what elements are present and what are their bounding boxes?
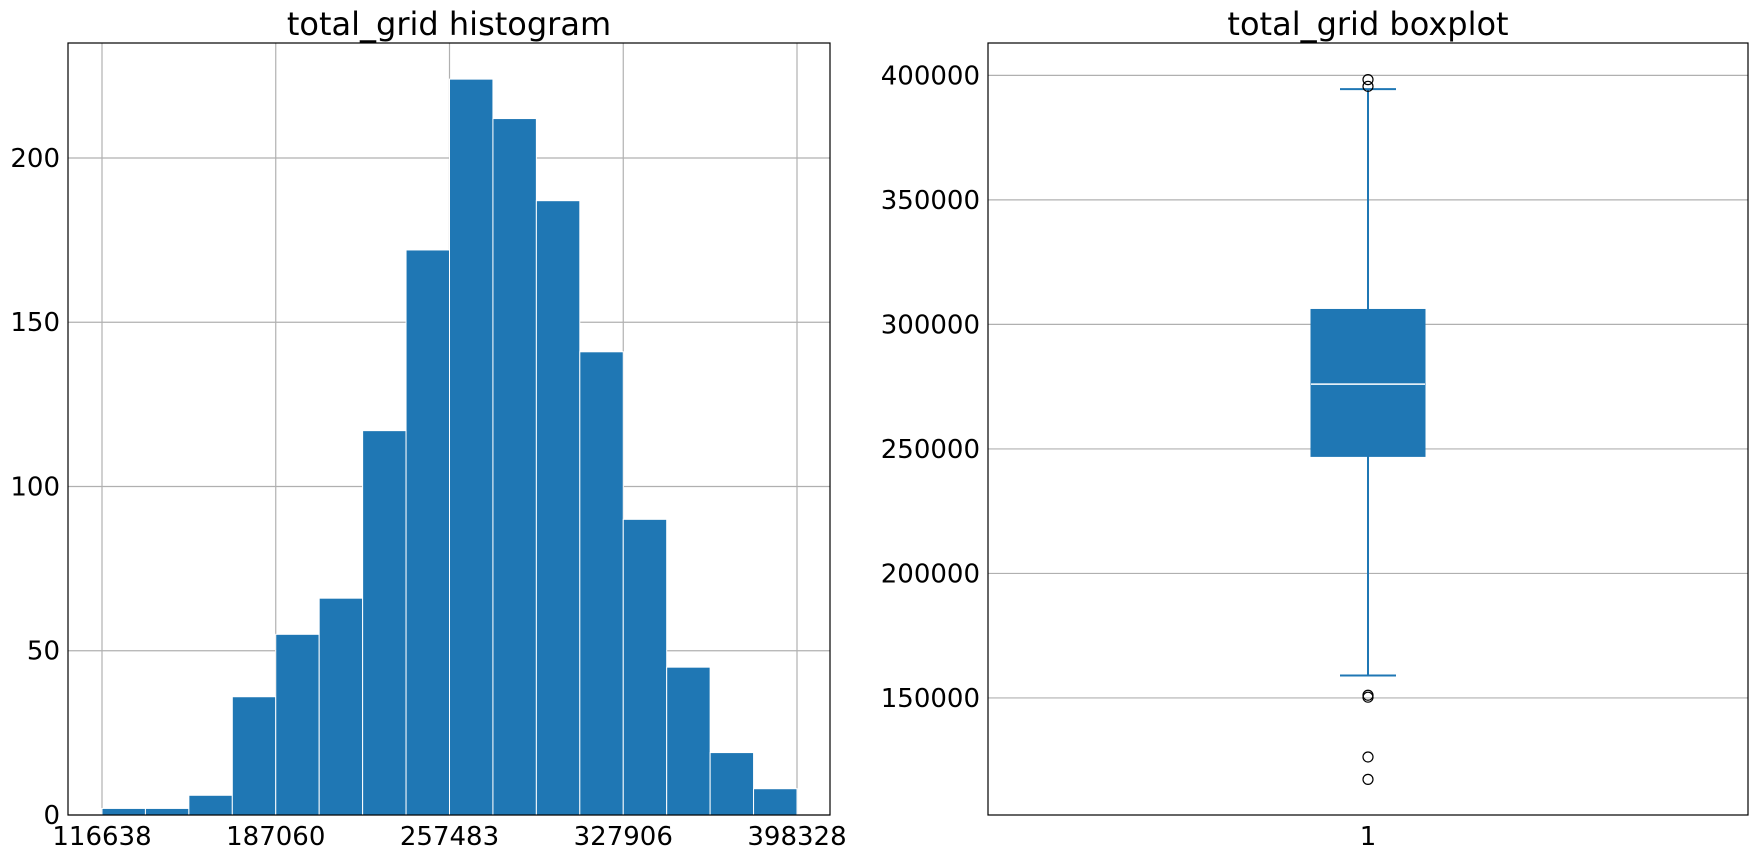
boxplot-y-ticks: 150000 200000 250000 300000 350000 400000 <box>881 61 980 714</box>
histogram-bar <box>579 351 624 816</box>
boxplot-y-tick-label: 350000 <box>881 186 980 216</box>
histogram-x-tick-label: 257483 <box>400 822 499 852</box>
histogram-bar <box>144 807 190 816</box>
histogram-panel: total_grid histogram 0 50 100 150 200 116638… <box>10 5 846 852</box>
histogram-y-tick-label: 0 <box>43 801 60 831</box>
boxplot-y-tick-label: 200000 <box>881 559 980 589</box>
histogram-bar <box>492 118 537 816</box>
boxplot-y-tick-label: 300000 <box>881 310 980 340</box>
boxplot-outlier-point <box>1362 691 1374 703</box>
histogram-bar <box>709 752 755 816</box>
boxplot-x-ticks: 1 <box>1360 822 1377 852</box>
histogram-y-tick-label: 100 <box>10 472 60 502</box>
histogram-x-tick-label: 116638 <box>52 822 151 852</box>
histogram-bar <box>101 807 146 816</box>
boxplot-box <box>1310 308 1426 457</box>
histogram-bar <box>449 78 494 816</box>
histogram-bar <box>318 597 364 816</box>
histogram-bar <box>622 518 668 816</box>
boxplot-outlier-point <box>1362 773 1374 785</box>
histogram-y-ticks: 0 50 100 150 200 <box>10 144 60 831</box>
histogram-bar <box>275 633 320 816</box>
histogram-bar <box>188 794 233 816</box>
boxplot-body <box>1310 74 1426 785</box>
boxplot-y-tick-label: 250000 <box>881 435 980 465</box>
histogram-bar <box>753 788 798 816</box>
boxplot-title: total_grid boxplot <box>1227 5 1508 43</box>
histogram-x-tick-label: 187060 <box>226 822 325 852</box>
histogram-y-tick-label: 50 <box>27 637 60 667</box>
boxplot-axes-frame <box>987 42 1749 816</box>
histogram-bars <box>101 78 798 816</box>
histogram-title: total_grid histogram <box>287 5 611 43</box>
histogram-x-ticks: 116638 187060 257483 327906 398328 <box>52 822 846 852</box>
histogram-bar <box>362 430 407 816</box>
boxplot-y-tick-label: 400000 <box>881 61 980 91</box>
boxplot-outlier-point <box>1362 751 1374 763</box>
histogram-y-tick-label: 150 <box>10 308 60 338</box>
boxplot-outlier-point <box>1362 74 1374 86</box>
histogram-y-tick-label: 200 <box>10 144 60 174</box>
boxplot-panel: total_grid boxplot 150000 200000 250000 300… <box>881 5 1749 852</box>
histogram-axes-frame <box>67 42 831 816</box>
histogram-bar <box>666 666 711 816</box>
histogram-x-tick-label: 327906 <box>574 822 673 852</box>
boxplot-x-tick-label: 1 <box>1360 822 1377 852</box>
histogram-x-tick-label: 398328 <box>747 822 846 852</box>
histogram-bar <box>231 696 277 816</box>
boxplot-y-tick-label: 150000 <box>881 684 980 714</box>
histogram-bar <box>535 200 581 816</box>
histogram-bar <box>405 249 451 816</box>
boxplot-outlier-point <box>1362 80 1374 92</box>
